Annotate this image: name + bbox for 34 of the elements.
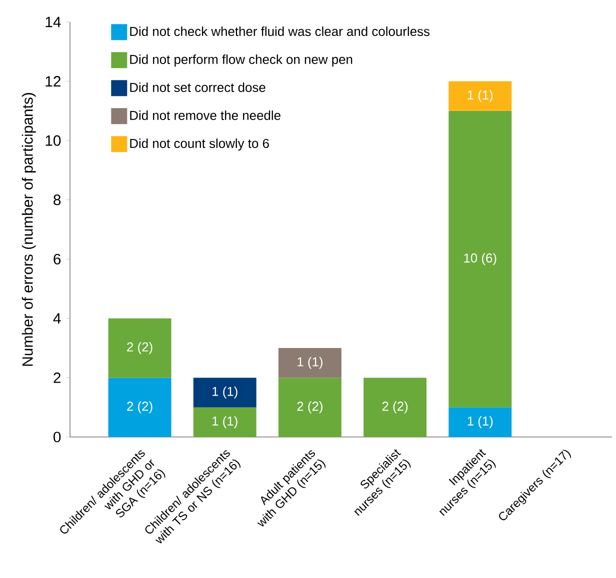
y-tick-label: 4 (53, 313, 61, 324)
data-label: 1 (1) (468, 90, 493, 102)
y-tick-label: 12 (46, 76, 60, 86)
bar (108, 318, 172, 378)
y-tick-label: 6 (54, 254, 61, 264)
y-tick-label: 8 (54, 194, 61, 206)
legend-label: Did not count slowly to 6 (130, 138, 269, 151)
y-tick-label: 14 (46, 16, 61, 28)
data-label: 1 (1) (212, 386, 238, 399)
legend-label: Did not check whether fluid was clear and colourless (130, 26, 430, 36)
data-label: 2 (2) (382, 401, 408, 414)
data-label: 1 (1) (212, 416, 238, 428)
y-tick-label: 2 (54, 372, 60, 383)
bar (278, 348, 342, 378)
data-label: 1 (1) (298, 356, 322, 369)
legend-label: Did not remove the needle (130, 110, 280, 120)
bar (278, 378, 342, 437)
legend-label: Did not perform flow check on new pen (130, 54, 352, 67)
bar (448, 81, 512, 111)
data-label: 2 (2) (127, 401, 152, 414)
legend-label: Did not set correct dose (130, 82, 266, 92)
y-tick-label: 0 (54, 432, 61, 442)
data-label: 1 (1) (468, 416, 493, 428)
bar (193, 407, 256, 437)
bar (448, 110, 512, 408)
y-tick-label: 10 (46, 135, 61, 146)
y-axis-title: Number of errors (number of participants) (22, 93, 36, 366)
bar (448, 407, 512, 437)
data-label: 10 (6) (464, 253, 496, 266)
data-label: 2 (2) (297, 401, 322, 414)
bar (108, 378, 172, 437)
bar (193, 378, 256, 408)
bar (364, 378, 427, 437)
data-label: 2 (2) (127, 342, 152, 354)
